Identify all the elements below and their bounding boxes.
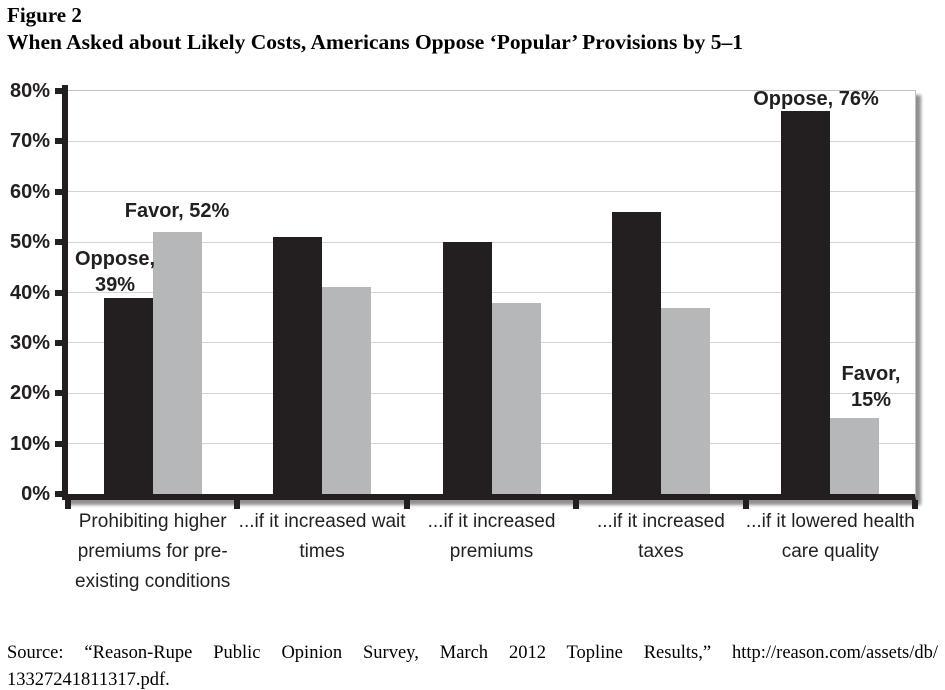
data-label-favor-1: Favor, 52% [124,200,230,222]
y-axis-tick-30 [55,339,64,346]
bar-favor-2 [322,287,372,494]
figure-title: When Asked about Likely Costs, Americans… [7,30,744,54]
category-label-5: ...if it lowered health care quality [745,511,915,562]
category-label-2: ...if it increased wait times [238,511,406,562]
data-label-oppose-5: Oppose, 76% [753,88,879,110]
x-axis-tick-4 [742,500,749,509]
x-axis-tick-0 [65,500,71,509]
y-axis-tick-20 [55,390,64,397]
y-axis-tick-60 [55,188,64,195]
x-axis-tick-3 [573,500,580,509]
y-axis-tick-70 [55,138,64,145]
y-axis-label-10: 10% [9,432,50,455]
x-axis-tick-2 [403,500,410,509]
bar-favor-1 [152,232,202,494]
figure-label: Figure 2 [7,3,82,27]
y-axis-tick-10 [55,440,64,447]
y-axis-line [62,85,68,91]
x-axis-tick-5 [912,500,918,509]
gridline-50 [68,241,915,243]
y-axis-label-40: 40% [9,281,50,304]
gridline-60 [68,191,915,193]
y-axis-label-50: 50% [9,231,50,254]
x-axis-tick-1 [234,500,241,509]
bar-oppose-2 [273,237,323,494]
y-axis-label-0: 0% [21,483,50,505]
source-line-1: Source: “Reason-Rupe Public Opinion Surv… [7,643,938,663]
bar-oppose-3 [442,242,492,494]
plot-area [62,90,916,500]
y-axis-tick-0 [55,491,64,497]
bar-favor-4 [660,307,710,494]
data-label-oppose-1: Oppose, 39% [74,248,155,296]
bar-oppose-5 [781,111,831,494]
bar-oppose-1 [103,297,153,494]
category-label-4: ...if it increased taxes [597,511,725,562]
bar-oppose-4 [611,211,661,494]
data-label-favor-5: Favor, 15% [841,363,901,411]
y-axis-tick-40 [55,289,64,296]
source-line-2: 13327241811317.pdf. [7,670,170,690]
category-label-3: ...if it increased premiums [427,511,556,562]
y-axis-label-30: 30% [9,331,50,354]
source-citation: Source: “Reason-Rupe Public Opinion Surv… [7,640,938,690]
gridline-40 [68,292,915,293]
bar-favor-5 [830,418,880,494]
y-axis-tick-50 [55,239,64,246]
category-label-1: Prohibiting higher premiums for pre-exis… [75,511,231,592]
gridline-70 [68,140,915,142]
bar-favor-3 [491,302,541,494]
y-axis-tick-80 [55,88,64,94]
y-axis-label-70: 70% [9,130,50,153]
y-axis-label-20: 20% [9,382,50,405]
y-axis-label-60: 60% [9,180,50,203]
y-axis-label-80: 80% [9,80,50,102]
